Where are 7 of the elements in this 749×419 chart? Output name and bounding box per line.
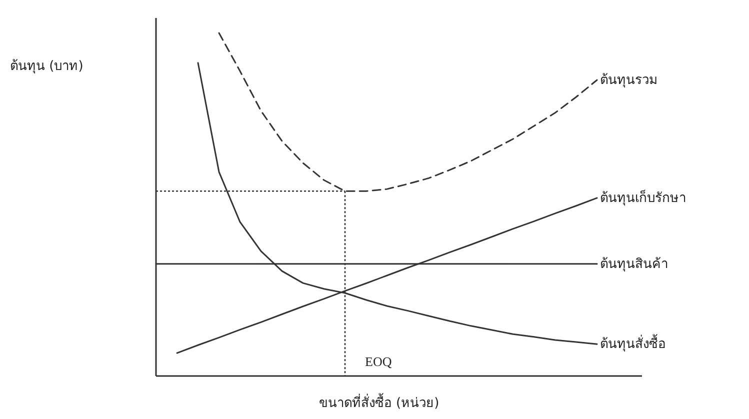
y-axis-title: ต้นทุน (บาท) [10,59,84,74]
x-axis-title: ขนาดที่สั่งซื้อ (หน่วย) [318,393,440,411]
series-label: ต้นทุนสินค้า [600,256,668,272]
series-label: ต้นทุนสั่งซื้อ [600,334,666,352]
series-label: ต้นทุนเก็บรักษา [600,188,686,206]
annotation: EOQ [365,354,392,369]
series-label: ต้นทุนรวม [600,72,658,88]
